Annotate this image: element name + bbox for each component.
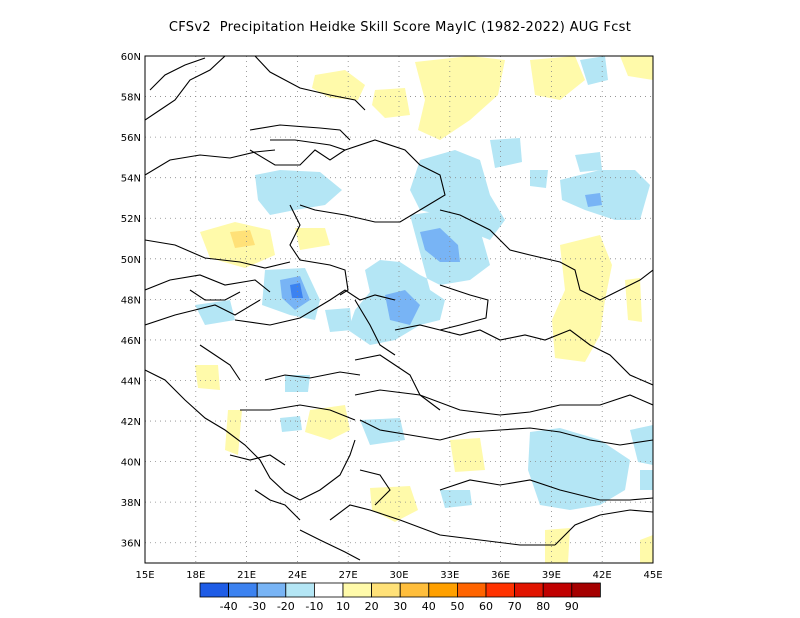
longitude-label: 15E xyxy=(135,570,154,581)
positive-skill-area xyxy=(312,70,365,100)
negative-skill-area xyxy=(195,300,235,325)
legend-color-box xyxy=(428,582,458,598)
legend-label: 80 xyxy=(536,600,550,613)
positive-skill-area xyxy=(640,535,653,563)
legend-label: 20 xyxy=(365,600,379,613)
negative-skill-area xyxy=(528,428,630,510)
negative-skill-area xyxy=(490,138,522,168)
coastlines-and-borders xyxy=(145,56,653,561)
legend-color-box xyxy=(199,582,230,598)
positive-skill-area xyxy=(530,56,585,100)
negative-skill-area xyxy=(530,170,548,188)
longitude-label: 42E xyxy=(593,570,612,581)
legend-label: 40 xyxy=(422,600,436,613)
longitude-label: 33E xyxy=(440,570,459,581)
legend-color-box xyxy=(399,582,430,598)
positive-skill-area xyxy=(230,230,255,248)
legend-color-box xyxy=(571,582,601,598)
latitude-label: 48N xyxy=(121,295,141,306)
negative-skill-area xyxy=(580,56,608,85)
negative-skill-area xyxy=(285,375,310,392)
legend-label: -40 xyxy=(220,600,238,613)
positive-skill-area xyxy=(450,438,485,472)
longitude-label: 30E xyxy=(389,570,408,581)
longitude-label: 39E xyxy=(542,570,561,581)
latitude-labels: 60N 58N 56N 54N 52N 50N 48N 46N 44N 42N 40N 38N 36N xyxy=(121,52,141,550)
positive-skill-area xyxy=(225,410,242,455)
legend-color-box xyxy=(342,582,373,598)
legend-color-box xyxy=(514,582,544,598)
legend-color-box xyxy=(256,582,287,598)
latitude-label: 60N xyxy=(121,52,141,63)
latitude-label: 58N xyxy=(121,93,141,104)
legend-label: 50 xyxy=(450,600,464,613)
negative-skill-area xyxy=(360,418,405,445)
longitude-labels: 15E 18E 21E 24E 27E 30E 33E 36E 39E 42E 45E xyxy=(135,570,662,581)
negative-skill-area xyxy=(280,416,302,432)
legend-label: 60 xyxy=(479,600,493,613)
positive-skill-area xyxy=(552,235,612,362)
negative-skill-area xyxy=(440,490,472,508)
longitude-label: 21E xyxy=(237,570,256,581)
positive-skill-area xyxy=(415,56,505,140)
legend-color-box xyxy=(485,582,516,598)
latitude-label: 38N xyxy=(121,498,141,509)
legend-color-box xyxy=(542,582,573,598)
legend-label: 90 xyxy=(565,600,579,613)
positive-skill-area xyxy=(620,56,653,80)
map-frame xyxy=(144,55,654,564)
latitude-label: 40N xyxy=(121,458,141,469)
negative-skill-area xyxy=(560,170,650,220)
legend-color-box xyxy=(313,582,344,598)
legend-color-box xyxy=(456,582,487,598)
legend-color-box xyxy=(285,582,315,598)
latitude-label: 52N xyxy=(121,214,141,225)
longitude-label: 36E xyxy=(491,570,510,581)
negative-skill-area xyxy=(255,170,342,215)
legend-color-box xyxy=(228,582,258,598)
positive-skill-area xyxy=(625,278,642,322)
negative-skill-area xyxy=(585,193,602,207)
longitude-label: 24E xyxy=(288,570,307,581)
negative-skill-area xyxy=(325,308,352,332)
legend-label: 10 xyxy=(336,600,350,613)
legend-label: -10 xyxy=(305,600,323,613)
positive-skill-area xyxy=(295,228,330,250)
legend-label: -20 xyxy=(277,600,295,613)
latitude-label: 36N xyxy=(121,539,141,550)
negative-skill-area xyxy=(290,283,303,298)
positive-skill-area xyxy=(370,486,418,522)
shading-layer xyxy=(195,56,653,563)
legend-label: 70 xyxy=(508,600,522,613)
map-title: CFSv2 Precipitation Heidke Skill Score M… xyxy=(168,20,632,35)
negative-skill-area xyxy=(575,152,602,172)
longitude-label: 45E xyxy=(643,570,662,581)
latitude-label: 44N xyxy=(121,376,141,387)
legend-color-box xyxy=(371,582,401,598)
positive-skill-area xyxy=(372,88,410,118)
latitude-label: 56N xyxy=(121,133,141,144)
longitude-label: 18E xyxy=(186,570,205,581)
legend-label: -30 xyxy=(248,600,266,613)
latitude-label: 54N xyxy=(121,174,141,185)
positive-skill-area xyxy=(195,365,220,390)
latitude-label: 42N xyxy=(121,417,141,428)
latitude-label: 50N xyxy=(121,255,141,266)
negative-skill-area xyxy=(385,290,420,325)
longitude-label: 27E xyxy=(339,570,358,581)
legend-label: 30 xyxy=(393,600,407,613)
negative-skill-area xyxy=(640,470,653,490)
negative-skill-area xyxy=(410,150,505,240)
negative-skill-area xyxy=(420,228,460,262)
latitude-label: 46N xyxy=(121,336,141,347)
negative-skill-area xyxy=(630,425,653,465)
